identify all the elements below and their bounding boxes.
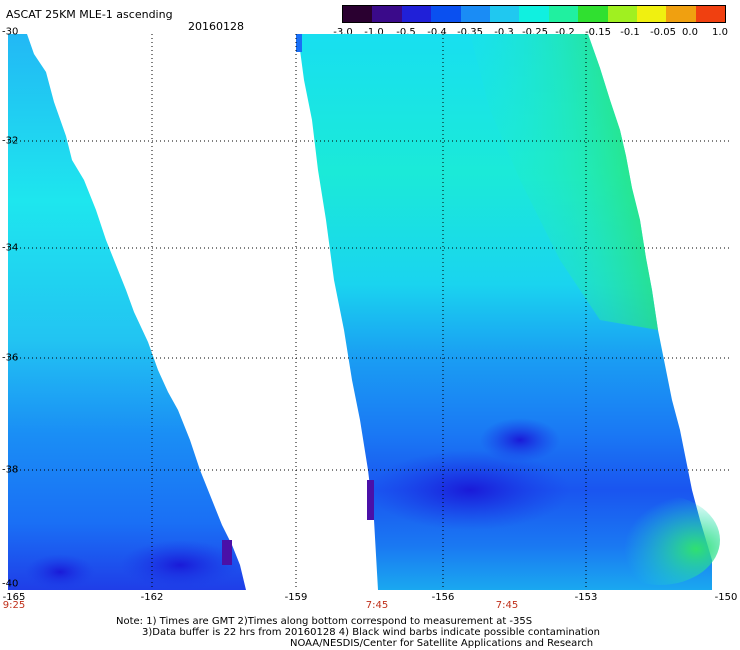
colorbar-tick: 1.0 (712, 27, 728, 38)
colorbar-segment (431, 6, 461, 22)
time-label: 9:25 (2, 600, 26, 611)
lat-label: -32 (2, 135, 19, 147)
lon-label: -162 (140, 592, 164, 603)
colorbar-tick: -1.0 (364, 27, 384, 38)
lon-label: -165 (2, 592, 26, 603)
colorbar-segment (343, 6, 373, 22)
lon-label: -159 (284, 592, 308, 603)
colorbar-segment (607, 6, 637, 22)
colorbar-segment (519, 6, 549, 22)
footer-note-1: Note: 1) Times are GMT 2)Times along bot… (116, 616, 533, 627)
colorbar-segment (636, 6, 667, 22)
colorbar-segment (548, 6, 579, 22)
lat-label: -34 (2, 242, 19, 254)
right-dark-patch (480, 418, 560, 462)
colorbar-segment (666, 6, 696, 22)
time-label: 7:45 (365, 600, 389, 611)
lon-label: -150 (714, 592, 738, 603)
lat-label: -36 (2, 352, 19, 364)
colorbar-tick: -0.3 (494, 27, 514, 38)
colorbar-segment (460, 6, 490, 22)
lat-label: -38 (2, 464, 19, 476)
colorbar-tick: -3.0 (333, 27, 353, 38)
colorbar-tick: -0.4 (427, 27, 447, 38)
colorbar-tick: -0.2 (555, 27, 575, 38)
lon-label: -156 (431, 592, 455, 603)
right-swath-edge (367, 480, 374, 520)
colorbar-tick: 0.0 (682, 27, 698, 38)
colorbar-tick: -0.1 (620, 27, 640, 38)
green-band (470, 34, 658, 330)
colorbar-tick: -0.15 (585, 27, 611, 38)
colorbar-segment (372, 6, 402, 22)
left-dark-patch (120, 540, 240, 590)
right-green-corner (600, 495, 720, 585)
colorbar-segment (401, 6, 432, 22)
product-date: 20160128 (188, 20, 244, 33)
left-dark-patch (25, 554, 95, 590)
left-swath-edge (222, 540, 232, 565)
right-swath-corner (296, 34, 302, 52)
colorbar-tick: -0.05 (650, 27, 676, 38)
graticule (8, 34, 732, 590)
colorbar-segment (578, 6, 608, 22)
colorbar-tick: -0.5 (396, 27, 416, 38)
right-dark-patch (370, 450, 570, 530)
lon-label: -153 (574, 592, 598, 603)
footer-credit: NOAA/NESDIS/Center for Satellite Applica… (290, 638, 594, 649)
lat-label: -40 (2, 578, 19, 590)
lat-label: -30 (2, 26, 19, 38)
colorbar-tick: -0.35 (457, 27, 483, 38)
colorbar-segment (489, 6, 520, 22)
time-label: 7:45 (495, 600, 519, 611)
footer-note-2: 3)Data buffer is 22 hrs from 20160128 4)… (142, 627, 600, 638)
colorbar-segment (695, 6, 726, 22)
product-title: ASCAT 25KM MLE-1 ascending (6, 8, 173, 21)
colorbar (342, 5, 726, 23)
colorbar-tick: -0.25 (522, 27, 548, 38)
left-swath (8, 34, 246, 590)
